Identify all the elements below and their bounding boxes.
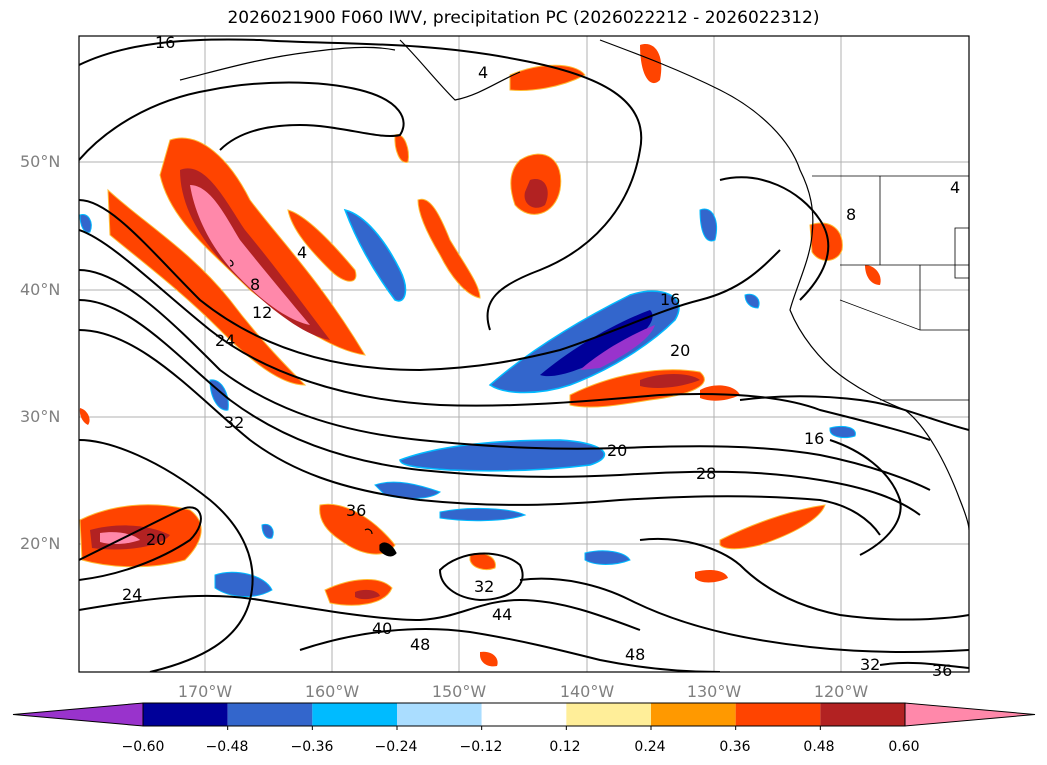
colorbar-tick: −0.24	[374, 739, 418, 755]
contour-label: 16	[155, 33, 175, 52]
contour-label: 24	[122, 585, 142, 604]
contour-label: 48	[410, 635, 430, 654]
contour-label: 40	[372, 619, 392, 638]
colorbar-tick: 0.36	[719, 739, 751, 755]
colorbar-tick: −0.60	[121, 739, 165, 755]
colorbar-segment	[397, 703, 482, 726]
lon-label-150w: 150°W	[431, 682, 487, 701]
colorbar-segment	[481, 703, 567, 726]
lat-label-50n: 50°N	[20, 152, 61, 171]
lon-label-160w: 160°W	[304, 682, 360, 701]
contour-label: 8	[250, 275, 260, 294]
contour-label: 16	[660, 290, 680, 309]
contour-label: 16	[804, 429, 824, 448]
contour-label-group: 16 4 4 8 12 24 32 36 20 24 16 20 20 16 2…	[122, 33, 960, 680]
lat-label-30n: 30°N	[20, 407, 61, 426]
contour-label: 20	[670, 341, 690, 360]
lon-label-130w: 130°W	[686, 682, 742, 701]
colorbar-segment	[227, 703, 313, 726]
contour-label: 24	[215, 331, 235, 350]
colorbar-segment	[735, 703, 821, 726]
lon-label-170w: 170°W	[177, 682, 233, 701]
colorbar-tick: −0.12	[459, 739, 503, 755]
lat-label-40n: 40°N	[20, 280, 61, 299]
lon-label-120w: 120°W	[813, 682, 869, 701]
colorbar-tick: 0.48	[803, 739, 835, 755]
map-frame	[78, 35, 970, 673]
colorbar-tick: −0.48	[205, 739, 249, 755]
colorbar-border	[142, 702, 906, 727]
colorbar-segment	[143, 703, 228, 726]
lon-label-140w: 140°W	[559, 682, 615, 701]
colorbar-extend-low	[12, 702, 144, 727]
colorbar-extend-high	[904, 702, 1036, 727]
contour-label: 48	[625, 645, 645, 664]
political-borders	[812, 175, 969, 401]
contour-label: 4	[297, 243, 307, 262]
colorbar-tick: 0.12	[549, 739, 581, 755]
contour-label: 36	[932, 661, 952, 680]
contour-label: 8	[846, 205, 856, 224]
contour-label: 32	[860, 655, 880, 674]
contour-label: 4	[478, 63, 488, 82]
contour-label: 4	[950, 178, 960, 197]
colorbar-tick: −0.36	[290, 739, 334, 755]
map-title: 2026021900 F060 IWV, precipitation PC (2…	[227, 8, 820, 28]
contour-label: 20	[146, 530, 166, 549]
contour-label: 44	[492, 605, 512, 624]
contour-label: 32	[474, 577, 494, 596]
colorbar-segment	[820, 703, 905, 726]
lat-label-20n: 20°N	[20, 534, 61, 553]
colorbar-tick: 0.24	[634, 739, 666, 755]
contour-label: 36	[346, 501, 366, 520]
contour-label: 20	[607, 441, 627, 460]
contour-label: 28	[696, 464, 716, 483]
coastlines	[179, 39, 969, 557]
colorbar-segment	[566, 703, 651, 726]
colorbar-tick: 0.60	[888, 739, 920, 755]
iwv-contours	[79, 38, 969, 672]
colorbar-segment	[312, 703, 397, 726]
contour-label: 12	[252, 303, 272, 322]
contour-label: 32	[224, 413, 244, 432]
colorbar-segment	[651, 703, 736, 726]
